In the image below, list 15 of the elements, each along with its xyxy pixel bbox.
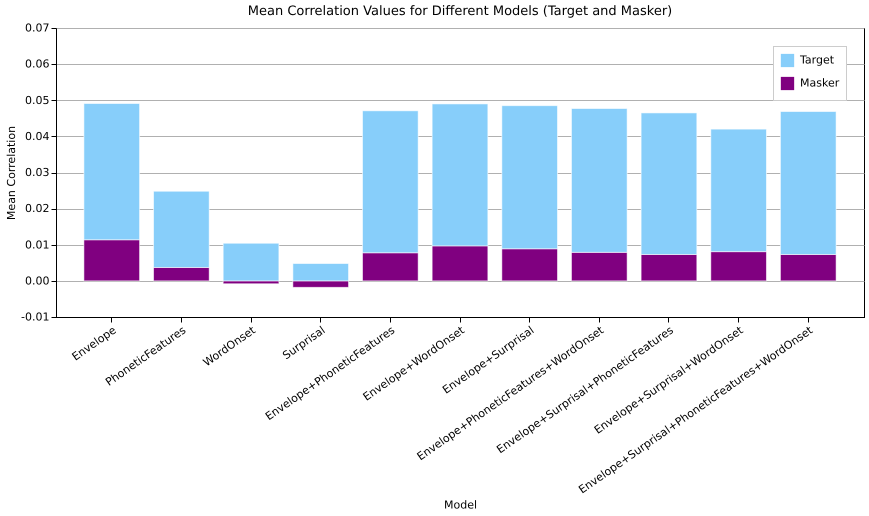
x-axis-title: Model: [444, 498, 478, 512]
y-tick-label: 0.04: [25, 130, 50, 143]
y-tick-label: -0.01: [21, 310, 50, 324]
y-tick-label: 0.07: [25, 22, 50, 34]
chart-title: Mean Correlation Values for Different Models (Target and Masker): [248, 4, 672, 19]
y-tick-label: 0.00: [25, 274, 50, 288]
legend-label: Target: [799, 54, 835, 66]
legend-label: Masker: [800, 76, 840, 90]
y-tick-label: 0.01: [25, 238, 50, 252]
y-tick-label: 0.05: [25, 94, 50, 107]
y-tick-label: 0.06: [25, 58, 50, 71]
bar: [222, 242, 280, 282]
y-axis-title: Mean Correlation: [5, 126, 18, 220]
y-tick-label: 0.03: [25, 166, 50, 179]
y-tick-label: 0.02: [25, 202, 50, 216]
